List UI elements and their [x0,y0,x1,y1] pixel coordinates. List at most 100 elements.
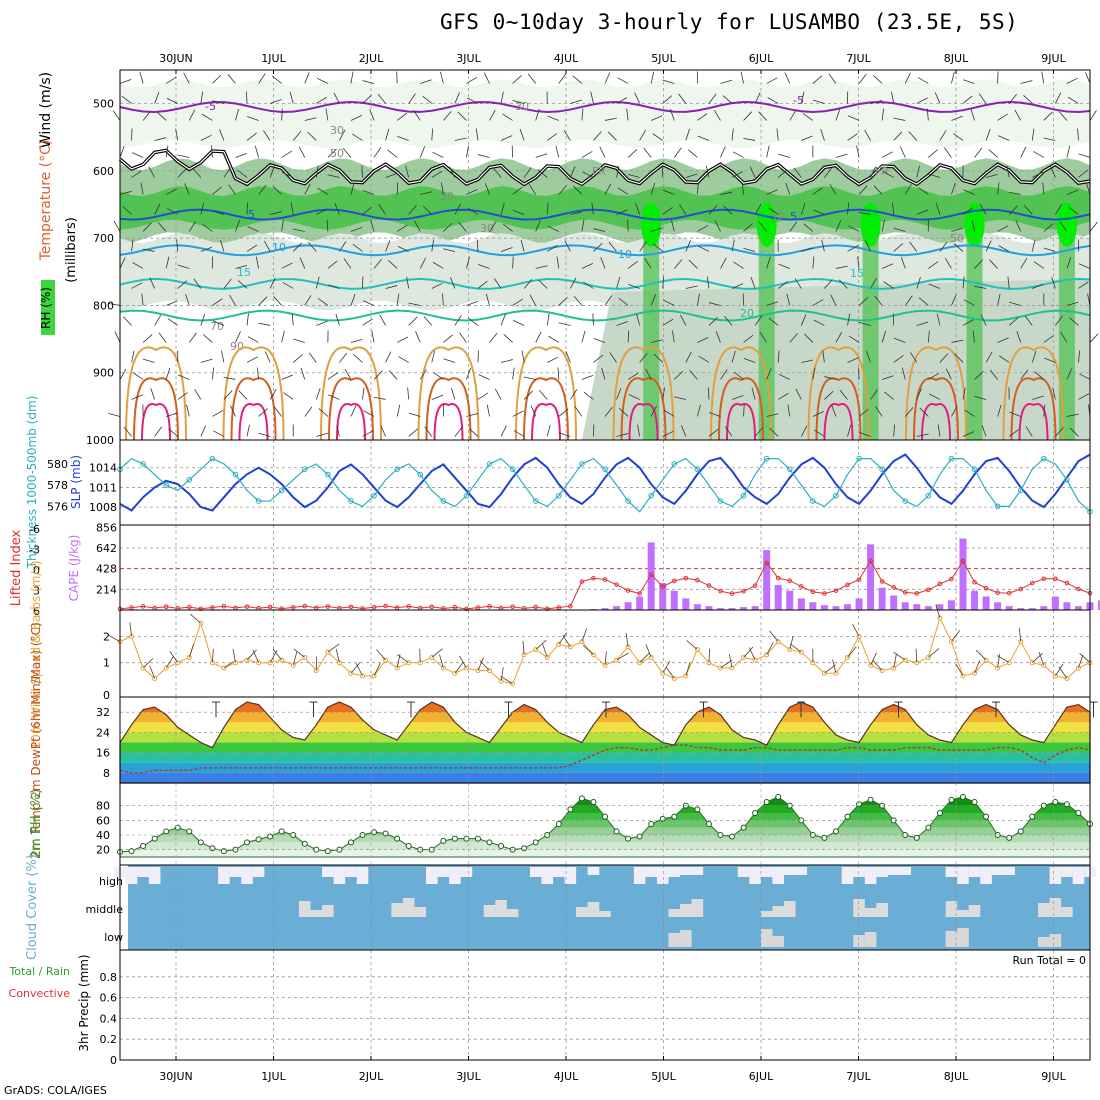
wind-barb [202,224,213,232]
wind-barb [685,351,692,363]
contour-label: 10 [272,241,286,254]
wind-barb [432,151,444,158]
wind-barb [177,280,188,289]
wind-barb [333,92,340,104]
wind-barb-10m [708,648,711,663]
surface-temp-contour [425,377,472,441]
wind-barb [457,111,467,121]
wind-barb [1044,357,1056,363]
wind-barb [590,91,594,104]
rh-point [1017,828,1024,835]
cloud-low-block [1038,937,1050,947]
wind-barb [223,167,231,178]
lifted-index-point [591,575,596,581]
wind-barb [916,165,920,178]
panel-bg-1 [120,440,1090,525]
wind-barb [315,276,320,289]
cape-bar [1098,600,1100,610]
wind-barb [928,173,940,178]
wind-barb [998,355,1010,363]
rh-point [486,839,493,846]
wind-barb-10m [1031,652,1043,663]
wind-barb [835,331,843,343]
thickness-point [486,461,493,467]
wind-barb [708,316,718,326]
cape-bar [624,602,632,610]
wind-barb [670,108,675,121]
wind-barb [419,146,426,158]
rh-color-band [120,849,1090,857]
wind-barb [466,412,479,417]
thickness-point [140,461,146,467]
wind-barb [784,72,791,84]
wind-barb-10m [720,659,733,669]
wind-barb [696,293,700,306]
rh-point [959,793,966,800]
surface-temp-contour [1010,377,1057,441]
wind-barb [635,203,641,215]
wind-barb [530,405,537,417]
wind-barb [500,135,513,141]
wind-barb [608,241,617,252]
wind-barb [1033,261,1045,269]
wind-barb [835,220,842,232]
wind-barb [724,426,733,437]
lifted-index-point [579,579,585,584]
cloud-high-block [991,867,1004,875]
surface-temp-contour [905,346,967,441]
wind-barb [307,131,317,141]
wind-barb [500,247,513,252]
wind-barb [362,94,372,104]
wind-barb [246,424,250,437]
wind-barb [824,279,833,289]
wind-barb [131,239,134,252]
pressure-tick-label: 800 [93,299,114,312]
wind-barb [1050,166,1056,178]
cloud-high-block [633,867,646,884]
rh-point [463,835,470,842]
surface-temp-contour [807,346,870,441]
wind-barb [353,354,363,363]
rh-color-band [120,820,1090,828]
wind-barb-10m [1018,627,1022,642]
wind-barb [235,264,248,269]
legend-wind: Wind (m/s) [38,72,54,148]
lifted-index-point [210,605,215,610]
lifted-index-point [995,590,1000,596]
wind-barb-10m [373,663,381,677]
wind-barb [1023,205,1033,215]
wind-barb [500,359,513,363]
rh-point [498,843,505,849]
wind-barb [245,91,248,104]
lifted-index-point [406,604,411,609]
wind-barb [795,388,802,400]
rh-point [740,824,747,831]
wind-barb [829,183,837,195]
wind-barb [1060,331,1068,343]
wind-barb [893,131,903,141]
wind-barb [476,239,479,252]
legend-rh-swatch [41,280,55,335]
isotherm-line [119,244,1091,257]
wind-barb [157,222,167,232]
wind-barb [766,189,778,195]
wind-barb [904,407,914,417]
wind-barb [882,375,894,380]
wind-barb [512,256,514,269]
rh-point [255,836,262,843]
wind-barb [227,74,236,84]
cloud-level-label: low [104,931,123,944]
wind-barb [563,130,571,141]
rh-point [1006,834,1013,841]
wind-barb [230,405,236,417]
wind-barb-10m [149,665,156,679]
lifted-index-line [119,559,1091,610]
wind-barb [185,293,190,306]
wind-barb [500,425,507,437]
wind-barb [454,92,460,104]
wind-barb [769,427,779,437]
wind-barb [670,219,675,232]
cloud-high-block [841,867,854,884]
wind-barb [369,109,375,121]
wind-barb [839,389,848,400]
